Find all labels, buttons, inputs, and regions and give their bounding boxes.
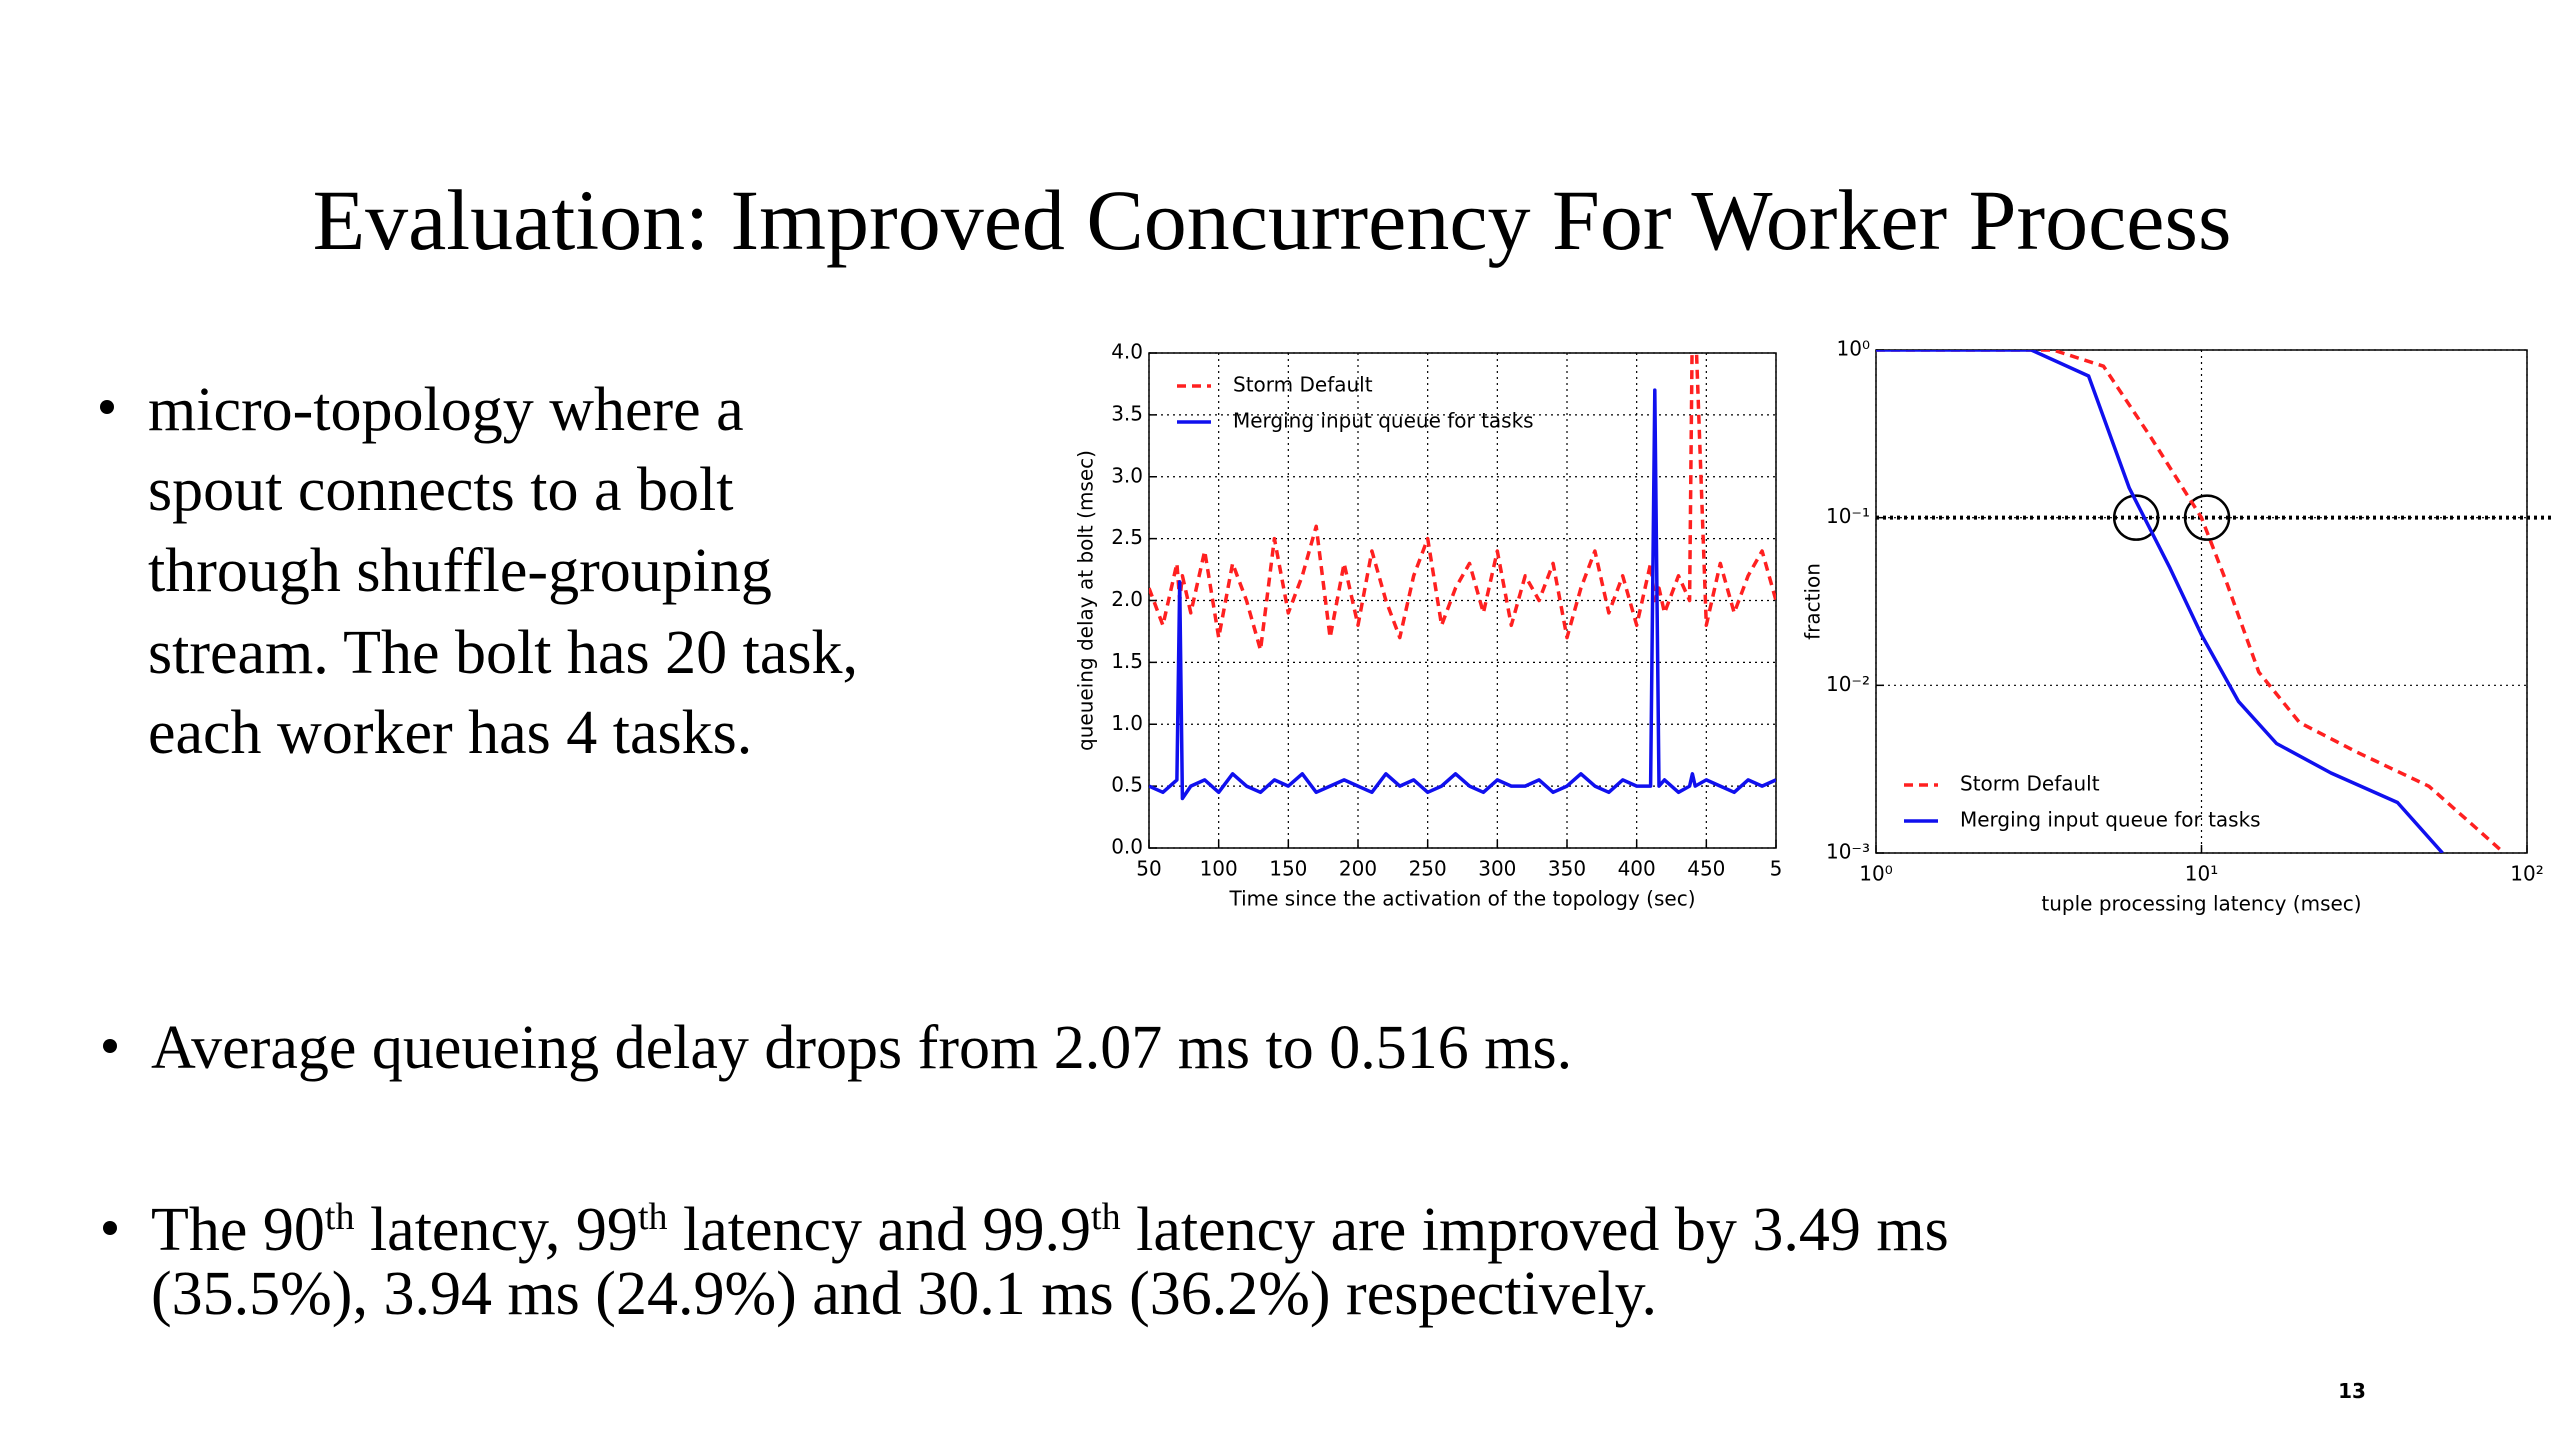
x-axis-label: Time since the activation of the topolog…	[1228, 887, 1695, 911]
x-tick-label: 450	[1687, 857, 1725, 881]
page-number: 13	[2338, 1379, 2366, 1403]
x-axis-label: tuple processing latency (msec)	[2041, 892, 2361, 916]
x-tick-label: 50	[1136, 857, 1161, 881]
y-tick-label: 10⁻²	[1826, 672, 1870, 696]
data-line	[1876, 350, 2506, 853]
highlight-circle	[2183, 494, 2231, 541]
bullet-dot	[103, 1039, 117, 1053]
y-axis-label: fraction	[1801, 563, 1825, 640]
bullet-text: Average queueing delay drops from 2.07 m…	[151, 1014, 1572, 1082]
legend-label: Storm Default	[1233, 373, 1373, 397]
legend-label: Merging input queue for tasks	[1233, 409, 1534, 433]
data-line	[1876, 350, 2444, 853]
y-tick-label: 10⁻¹	[1826, 504, 1870, 528]
x-tick-label: 10⁰	[1859, 862, 1892, 886]
x-tick-label: 150	[1269, 857, 1307, 881]
x-tick-label: 250	[1409, 857, 1447, 881]
y-tick-label: 1.5	[1111, 649, 1143, 673]
x-tick-label: 10²	[2510, 862, 2543, 886]
superscript: th	[638, 1196, 668, 1238]
y-tick-label: 3.5	[1111, 401, 1143, 425]
y-tick-label: 0.5	[1111, 773, 1143, 797]
superscript: th	[325, 1196, 355, 1238]
y-tick-label: 2.0	[1111, 587, 1143, 611]
x-tick-label: 10¹	[2185, 862, 2218, 886]
bullet-text: each worker has 4 tasks.	[148, 699, 752, 767]
bullet-text: spout connects to a bolt	[148, 456, 733, 524]
bullet-dot	[100, 400, 114, 414]
y-tick-label: 0.0	[1111, 835, 1143, 859]
text-run: latency, 99	[354, 1196, 637, 1264]
slide-title: Evaluation: Improved Concurrency For Wor…	[313, 172, 2232, 268]
superscript: th	[1091, 1196, 1121, 1238]
x-tick-label: 300	[1478, 857, 1516, 881]
text-run: The 90	[151, 1196, 325, 1264]
x-tick-label: 100	[1200, 857, 1238, 881]
y-axis-label: queueing delay at bolt (msec)	[1074, 450, 1098, 751]
y-tick-label: 4.0	[1111, 340, 1143, 364]
plot-frame	[1148, 352, 1777, 849]
x-tick-label: 400	[1618, 857, 1656, 881]
y-tick-label: 1.0	[1111, 711, 1143, 735]
bullet-text: through shuffle-grouping	[148, 537, 772, 605]
legend-label: Merging input queue for tasks	[1960, 808, 2261, 832]
x-tick-label: 350	[1548, 857, 1586, 881]
plot-frame	[1875, 349, 2528, 854]
y-tick-label: 2.5	[1111, 525, 1143, 549]
bullet-text: (35.5%), 3.94 ms (24.9%) and 30.1 ms (36…	[151, 1260, 1657, 1328]
y-tick-label: 3.0	[1111, 463, 1143, 487]
bullet-dot	[103, 1221, 117, 1235]
bullet-text: micro-topology where a	[148, 376, 744, 444]
bullet-text: The 90th latency, 99th latency and 99.9t…	[151, 1196, 1949, 1264]
highlight-circle	[2112, 494, 2160, 541]
bullet-text: stream. The bolt has 20 task,	[148, 619, 858, 687]
x-tick-label: 200	[1339, 857, 1377, 881]
data-line	[1149, 388, 1776, 801]
y-tick-label: 10⁰	[1837, 337, 1870, 361]
text-run: latency and 99.9	[668, 1196, 1092, 1264]
y-tick-label: 10⁻³	[1826, 840, 1870, 864]
legend-label: Storm Default	[1960, 772, 2100, 796]
x-tick-label: 5	[1770, 857, 1783, 881]
data-line	[1149, 353, 1776, 652]
text-run: latency are improved by 3.49 ms	[1121, 1196, 1949, 1264]
